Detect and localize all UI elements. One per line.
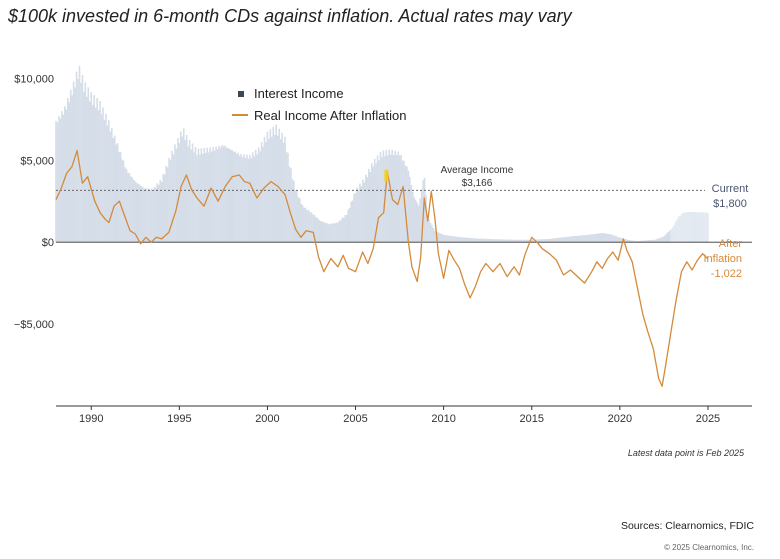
average-income-value: $3,166: [462, 178, 493, 189]
y-tick-label: $5,000: [20, 155, 54, 167]
after-inflation-label-1: After: [719, 238, 743, 250]
highlight-marker: [384, 169, 389, 182]
label-layer: Interest Income Real Income After Inflati…: [232, 86, 748, 280]
average-income-label: Average Income: [441, 165, 514, 176]
x-tick-label: 2005: [343, 413, 367, 425]
source-text: Sources: Clearnomics, FDIC: [620, 520, 754, 532]
legend-label-real-income: Real Income After Inflation: [254, 108, 406, 123]
after-inflation-value: -1,022: [711, 268, 742, 280]
axis-layer: $10,000 $5,000 $0 −$5,000 1990 1995 2000 2005 20…: [14, 73, 752, 425]
x-tick-label: 2010: [431, 413, 455, 425]
chart-title: $100k invested in 6-month CDs against in…: [8, 6, 572, 26]
x-tick-label: 2015: [520, 413, 544, 425]
y-tick-label: $10,000: [14, 73, 54, 85]
after-inflation-label-2: Inflation: [703, 253, 742, 265]
current-label: Current: [712, 183, 749, 195]
interest-income-area-layer: [55, 65, 709, 243]
x-tick-label: 1995: [167, 413, 191, 425]
latest-data-note: Latest data point is Feb 2025: [627, 448, 744, 458]
real-income-line-layer: [55, 149, 709, 387]
copyright-text: © 2025 Clearnomics, Inc.: [664, 543, 754, 552]
x-tick-label: 1990: [79, 413, 103, 425]
y-tick-label: −$5,000: [14, 319, 54, 331]
legend-swatch-interest-income: [238, 91, 244, 97]
legend-label-interest-income: Interest Income: [254, 86, 344, 101]
x-tick-label: 2025: [696, 413, 720, 425]
grid-layer: [56, 189, 752, 243]
x-tick-label: 2000: [255, 413, 279, 425]
real-income-line: [55, 149, 709, 387]
y-tick-label: $0: [42, 237, 54, 249]
x-tick-label: 2020: [608, 413, 632, 425]
current-value: $1,800: [713, 198, 747, 210]
